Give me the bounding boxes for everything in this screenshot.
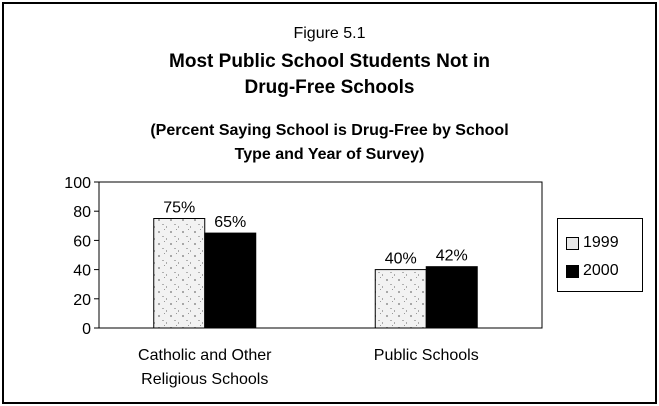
chart-title-line-1: Most Public School Students Not in xyxy=(169,51,490,72)
chart-subtitle-line-1: (Percent Saying School is Drug-Free by S… xyxy=(150,122,509,139)
y-tick-label: 20 xyxy=(73,292,91,309)
data-label-1999-1: 40% xyxy=(385,251,417,268)
data-label-2000-1: 42% xyxy=(436,248,468,265)
legend-label-1999: 1999 xyxy=(583,234,619,251)
chart-legend: 1999 2000 xyxy=(557,218,643,292)
legend-swatch-1999 xyxy=(566,236,579,250)
y-tick-label: 40 xyxy=(73,263,91,280)
data-label-1999-0: 75% xyxy=(163,200,195,217)
y-tick-label: 60 xyxy=(73,233,91,250)
category-label-0-0: Catholic and Other xyxy=(138,347,272,364)
chart-title: Most Public School Students Not in Drug-… xyxy=(0,49,659,101)
legend-item-1999: 1999 xyxy=(566,233,619,253)
y-tick-label: 80 xyxy=(73,204,91,221)
plot-area xyxy=(98,181,543,329)
figure-label: Figure 5.1 xyxy=(293,25,366,42)
chart-title-line-2: Drug-Free Schools xyxy=(244,77,415,98)
category-label-1-0: Public Schools xyxy=(374,347,479,364)
legend-swatch-2000 xyxy=(566,264,579,278)
data-label-2000-0: 65% xyxy=(214,214,246,231)
chart-subtitle: (Percent Saying School is Drug-Free by S… xyxy=(0,119,659,167)
legend-item-2000: 2000 xyxy=(566,261,619,281)
bar-2000-0 xyxy=(204,232,257,329)
bar-1999-0 xyxy=(153,218,206,329)
bar-1999-1 xyxy=(374,269,427,329)
category-label-0-1: Religious Schools xyxy=(141,371,268,388)
y-tick-label: 100 xyxy=(64,175,91,192)
chart-subtitle-line-2: Type and Year of Survey) xyxy=(234,146,425,163)
bar-2000-1 xyxy=(425,266,478,329)
legend-label-2000: 2000 xyxy=(583,262,619,279)
y-tick-label: 0 xyxy=(82,321,91,338)
